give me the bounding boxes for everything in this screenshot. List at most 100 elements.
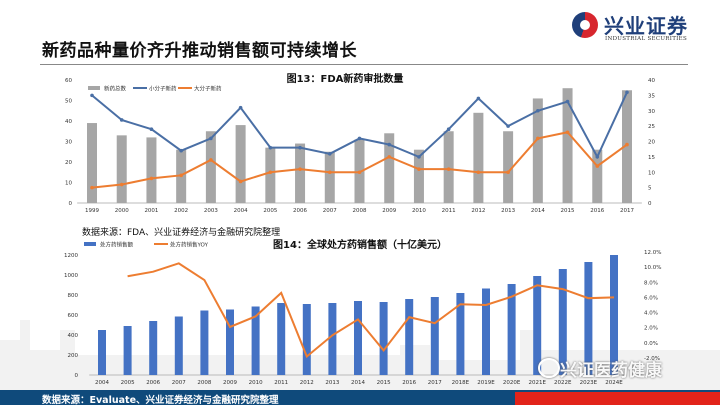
x-tick-label: 2016 — [590, 208, 604, 214]
bar — [123, 326, 132, 375]
bar — [235, 125, 246, 203]
x-tick-label: 2006 — [146, 380, 160, 386]
bar — [379, 302, 388, 375]
bar — [507, 284, 516, 375]
data-point — [238, 105, 243, 110]
data-point — [357, 170, 362, 175]
y-right-tick-label: 0 — [648, 201, 652, 207]
x-tick-label: 2017 — [620, 208, 634, 214]
bar — [443, 131, 454, 203]
x-tick-label: 2014 — [531, 208, 545, 214]
legend-label: 小分子新药 — [149, 85, 177, 93]
bar — [532, 98, 543, 203]
x-tick-label: 2004 — [234, 208, 248, 214]
logo-text-en: INDUSTRIAL SECURITIES — [605, 36, 688, 42]
data-point — [327, 170, 332, 175]
y-right-tick-label: 15 — [648, 155, 655, 161]
bar — [482, 288, 490, 375]
y-right-tick-label: 40 — [648, 78, 655, 84]
bar — [558, 269, 567, 375]
y-right-tick-label: 2.0% — [644, 326, 658, 332]
x-tick-label: 2012 — [300, 380, 314, 386]
bar — [405, 299, 414, 375]
data-point — [90, 93, 94, 98]
x-tick-label: 1999 — [85, 208, 99, 214]
data-point — [536, 108, 540, 113]
bar — [473, 112, 484, 203]
logo-text-cn: 兴业证券 — [604, 14, 688, 38]
bar — [277, 303, 286, 375]
data-point — [625, 90, 629, 95]
bar — [302, 304, 311, 375]
bar — [430, 297, 439, 375]
x-tick-label: 2014 — [351, 380, 365, 386]
data-point — [179, 173, 183, 178]
legend-label: 新药总数 — [104, 85, 127, 93]
y-right-tick-label: 20 — [648, 140, 655, 146]
x-tick-label: 2009 — [223, 380, 237, 386]
x-tick-label: 2002 — [174, 208, 188, 214]
data-point — [476, 170, 481, 175]
y-right-tick-label: 5 — [648, 186, 652, 192]
bar — [174, 316, 183, 375]
y-left-tick-label: 30 — [65, 140, 72, 146]
bar — [533, 276, 542, 375]
legend-swatch — [88, 86, 100, 90]
data-point — [595, 155, 600, 159]
bar — [622, 90, 632, 203]
y-left-tick-label: 60 — [65, 78, 72, 84]
x-tick-label: 2012 — [471, 208, 485, 214]
bar — [251, 306, 260, 375]
y-left-tick-label: 200 — [68, 353, 79, 359]
bar — [324, 151, 335, 203]
data-point — [179, 148, 183, 153]
y-left-tick-label: 0 — [75, 373, 79, 379]
x-tick-label: 2010 — [249, 380, 263, 386]
y-left-tick-label: 10 — [65, 181, 72, 187]
x-tick-label: 2018E — [452, 380, 470, 386]
bar — [562, 88, 573, 203]
x-tick-label: 2008 — [197, 380, 211, 386]
bar — [87, 123, 97, 203]
bar — [98, 330, 106, 375]
y-left-tick-label: 0 — [69, 201, 73, 207]
bar — [456, 293, 465, 375]
data-point — [446, 167, 451, 171]
x-tick-label: 2024E — [605, 380, 623, 386]
x-tick-label: 2011 — [442, 208, 456, 214]
data-point — [149, 127, 154, 131]
company-logo: 兴业证券 INDUSTRIAL SECURITIES — [572, 10, 712, 44]
data-point — [506, 124, 510, 128]
y-right-tick-label: 10 — [648, 170, 655, 176]
data-point — [565, 130, 570, 135]
legend-label: 大分子新药 — [194, 85, 222, 93]
bar — [584, 262, 593, 375]
x-tick-label: 2007 — [172, 380, 186, 386]
chart-title: 图13：FDA新药审批数量 — [287, 72, 404, 85]
x-tick-label: 2000 — [115, 208, 129, 214]
data-point — [417, 155, 421, 159]
y-right-tick-label: 12.0% — [644, 250, 661, 256]
data-point — [209, 158, 213, 162]
x-tick-label: 2001 — [144, 208, 158, 214]
series-line-1 — [127, 262, 615, 359]
data-point — [625, 142, 629, 147]
bar — [413, 149, 424, 203]
logo-mark-icon — [572, 12, 598, 38]
data-point — [536, 136, 540, 141]
data-point — [149, 176, 154, 181]
x-tick-label: 2021E — [528, 380, 546, 386]
y-left-tick-label: 20 — [65, 160, 72, 166]
data-point — [90, 185, 94, 190]
data-point — [298, 167, 302, 171]
footer-accent — [515, 392, 720, 405]
y-left-tick-label: 40 — [65, 119, 72, 125]
y-left-tick-label: 1000 — [64, 273, 78, 279]
chart1-source: 数据来源：FDA、兴业证券经济与金融研究院整理 — [82, 228, 281, 238]
x-tick-label: 2016 — [402, 380, 416, 386]
data-point — [119, 118, 124, 122]
x-tick-label: 2006 — [293, 208, 307, 214]
y-right-tick-label: 0.0% — [644, 341, 658, 347]
y-left-tick-label: 400 — [68, 333, 79, 339]
